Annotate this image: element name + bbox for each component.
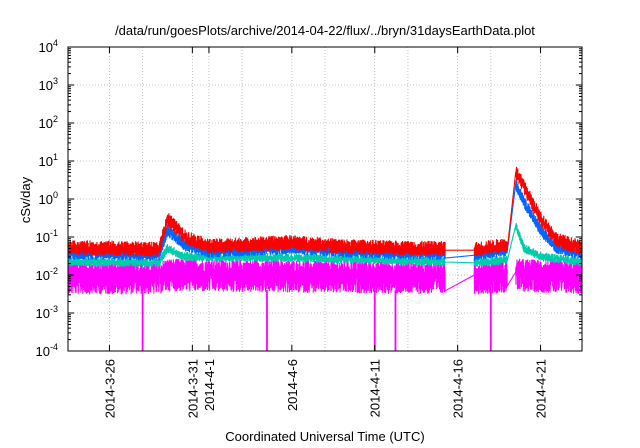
y-tick-mantissa: 10 bbox=[39, 40, 53, 55]
y-tick-exponent: 3 bbox=[53, 76, 58, 86]
y-tick-label: 104 bbox=[39, 38, 58, 55]
data-series-3 bbox=[68, 258, 582, 295]
chart-title: /data/run/goesPlots/archive/2014-04-22/f… bbox=[115, 23, 535, 38]
y-tick-label: 10-4 bbox=[36, 342, 58, 359]
y-tick-label: 10-1 bbox=[36, 228, 58, 245]
y-tick-mantissa: 10 bbox=[39, 116, 53, 131]
y-tick-mantissa: 10 bbox=[39, 78, 53, 93]
y-tick-mantissa: 10 bbox=[36, 306, 50, 321]
y-tick-exponent: -4 bbox=[50, 342, 58, 352]
x-axis-label: Coordinated Universal Time (UTC) bbox=[225, 429, 424, 444]
y-tick-label: 101 bbox=[39, 152, 58, 169]
y-tick-exponent: -1 bbox=[50, 228, 58, 238]
y-tick-label: 10-2 bbox=[36, 266, 58, 283]
plot-area bbox=[68, 166, 582, 351]
y-tick-exponent: 0 bbox=[53, 190, 58, 200]
y-tick-mantissa: 10 bbox=[36, 344, 50, 359]
y-tick-mantissa: 10 bbox=[39, 192, 53, 207]
x-tick-label: 2014-3-26 bbox=[102, 359, 117, 418]
y-tick-label: 100 bbox=[39, 190, 58, 207]
x-tick-label: 2014-4-1 bbox=[202, 359, 217, 411]
y-tick-exponent: 2 bbox=[53, 114, 58, 124]
y-tick-label: 10-3 bbox=[36, 304, 58, 321]
y-tick-mantissa: 10 bbox=[36, 268, 50, 283]
x-tick-label: 2014-4-21 bbox=[534, 359, 549, 418]
data-series-2 bbox=[68, 222, 582, 268]
data-series-0 bbox=[68, 166, 582, 258]
y-tick-exponent: 4 bbox=[53, 38, 58, 48]
x-tick-label: 2014-4-11 bbox=[368, 359, 383, 417]
y-tick-exponent: -3 bbox=[50, 304, 58, 314]
x-tick-label: 2014-4-16 bbox=[451, 359, 466, 418]
y-tick-exponent: -2 bbox=[50, 266, 58, 276]
x-axis: 2014-3-26 2014-3-31 2014-4-1 2014-4-6 2014-4… bbox=[102, 47, 549, 418]
y-tick-label: 102 bbox=[39, 114, 58, 131]
y-tick-mantissa: 10 bbox=[39, 154, 53, 169]
x-tick-label: 2014-3-31 bbox=[185, 359, 200, 418]
y-tick-exponent: 1 bbox=[53, 152, 58, 162]
x-tick-label: 2014-4-6 bbox=[285, 359, 300, 411]
y-tick-label: 103 bbox=[39, 76, 58, 93]
y-tick-mantissa: 10 bbox=[36, 230, 50, 245]
y-axis-label: cSv/day bbox=[18, 176, 33, 223]
